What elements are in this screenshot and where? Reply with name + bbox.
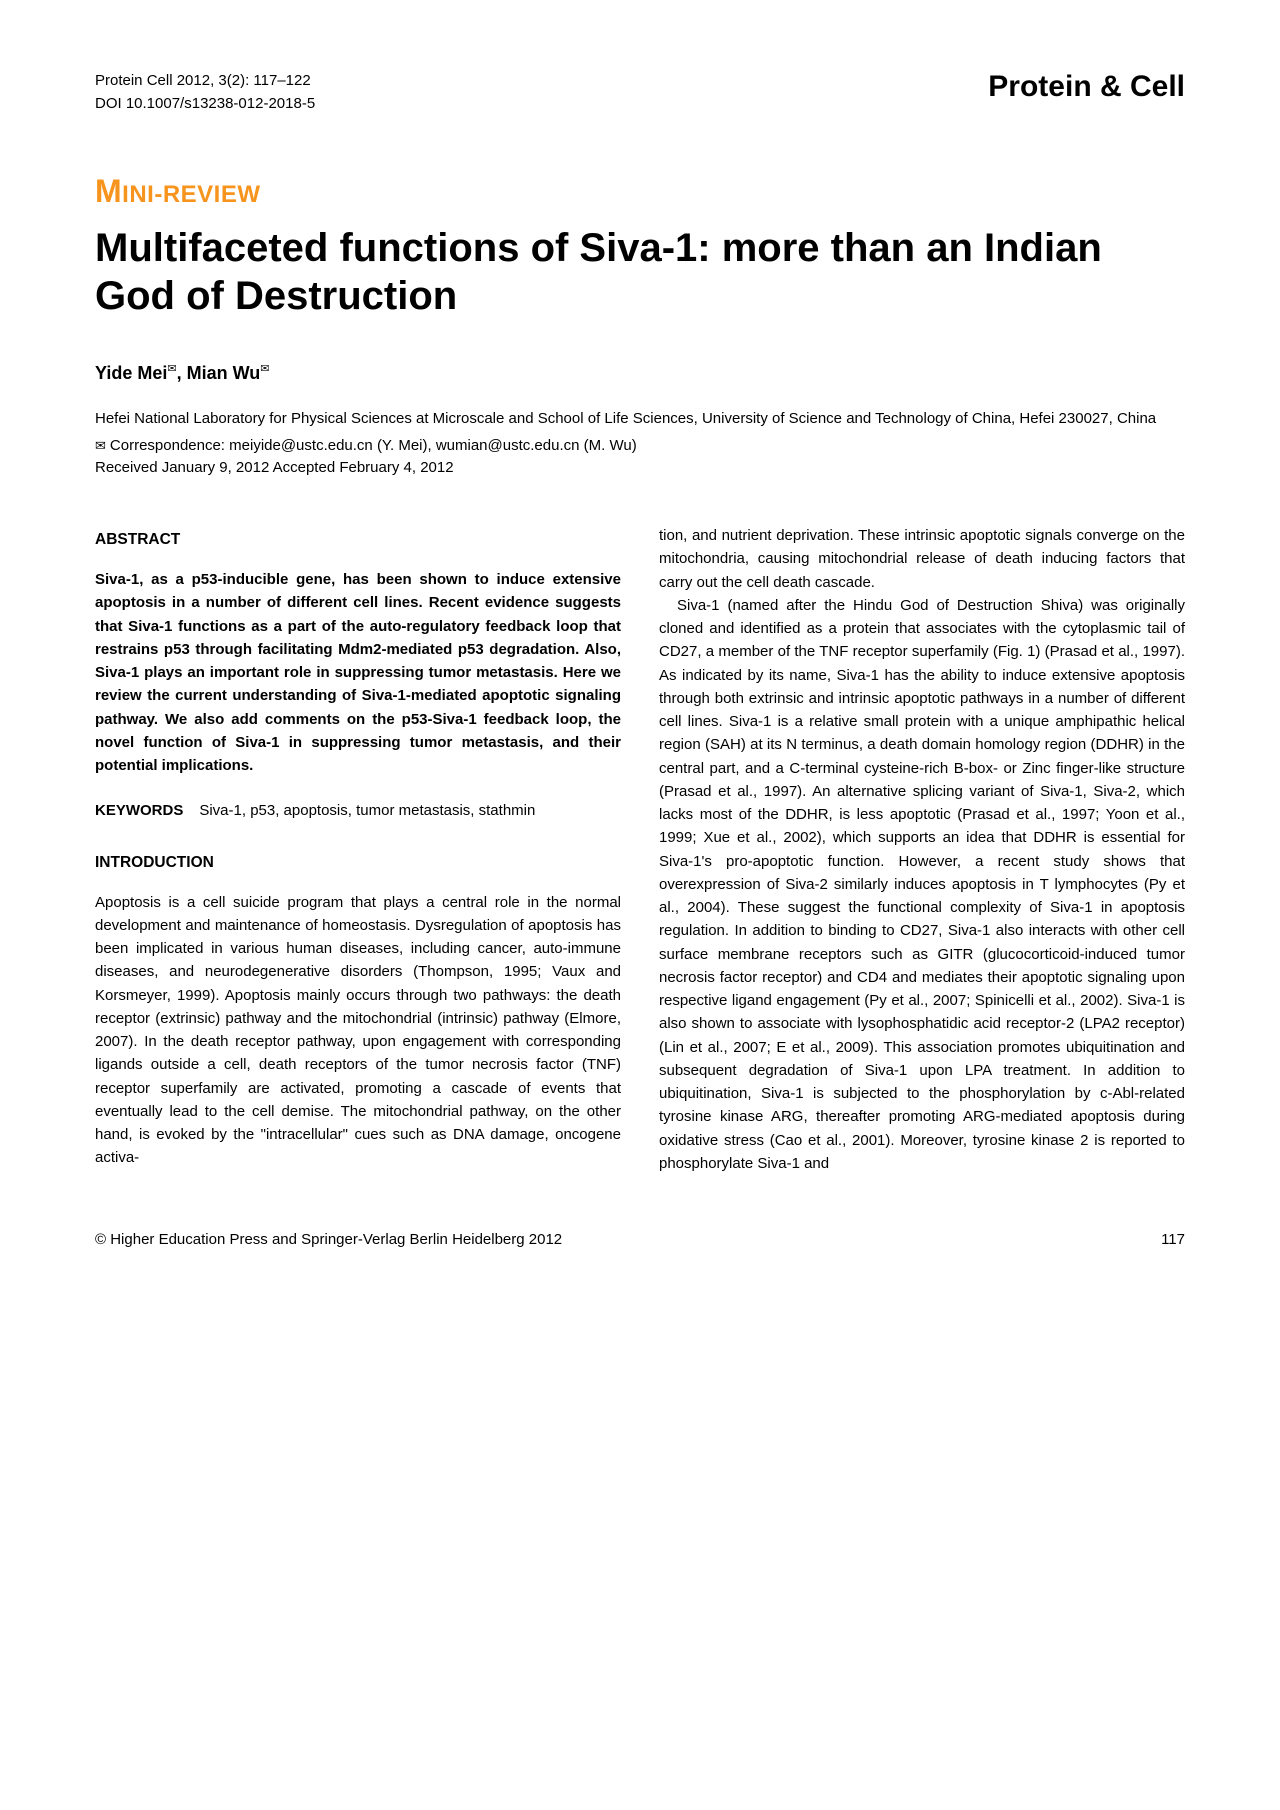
section-label: MINI-REVIEW [95,173,1185,210]
correspondence-text: Correspondence: meiyide@ustc.edu.cn (Y. … [110,437,637,454]
affiliation: Hefei National Laboratory for Physical S… [95,408,1185,431]
article-title: Multifaceted functions of Siva-1: more t… [95,224,1185,320]
keywords-block: KEYWORDS Siva-1, p53, apoptosis, tumor me… [95,799,621,822]
abstract-heading: ABSTRACT [95,528,621,552]
introduction-heading: INTRODUCTION [95,851,621,875]
citation-line-2: DOI 10.1007/s13238-012-2018-5 [95,93,315,116]
dates-line: Received January 9, 2012 Accepted Februa… [95,459,1185,476]
page-number: 117 [1161,1231,1185,1248]
left-column: ABSTRACT Siva-1, as a p53-inducible gene… [95,524,621,1175]
section-label-rest: INI-REVIEW [122,181,260,208]
intro-para-2-continuation: tion, and nutrient deprivation. These in… [659,524,1185,594]
abstract-text: Siva-1, as a p53-inducible gene, has bee… [95,568,621,777]
citation-block: Protein Cell 2012, 3(2): 117–122 DOI 10.… [95,70,315,115]
envelope-icon: ✉ [260,363,269,375]
intro-para-1: Apoptosis is a cell suicide program that… [95,891,621,1170]
keywords-text: Siva-1, p53, apoptosis, tumor metastasis… [199,802,535,819]
envelope-icon: ✉ [95,436,106,456]
journal-name: Protein & Cell [988,70,1185,104]
right-column: tion, and nutrient deprivation. These in… [659,524,1185,1175]
header-row: Protein Cell 2012, 3(2): 117–122 DOI 10.… [95,70,1185,115]
two-column-layout: ABSTRACT Siva-1, as a p53-inducible gene… [95,524,1185,1175]
intro-para-3: Siva-1 (named after the Hindu God of Des… [659,594,1185,1175]
authors: Yide Mei✉, Mian Wu✉ [95,362,1185,384]
envelope-icon: ✉ [167,363,176,375]
footer: © Higher Education Press and Springer-Ve… [95,1231,1185,1248]
correspondence-line: ✉Correspondence: meiyide@ustc.edu.cn (Y.… [95,435,1185,458]
keywords-label: KEYWORDS [95,802,183,819]
author-list: Yide Mei✉, Mian Wu✉ [95,363,269,383]
copyright: © Higher Education Press and Springer-Ve… [95,1231,562,1248]
section-label-cap: M [95,173,122,209]
citation-line-1: Protein Cell 2012, 3(2): 117–122 [95,70,315,93]
